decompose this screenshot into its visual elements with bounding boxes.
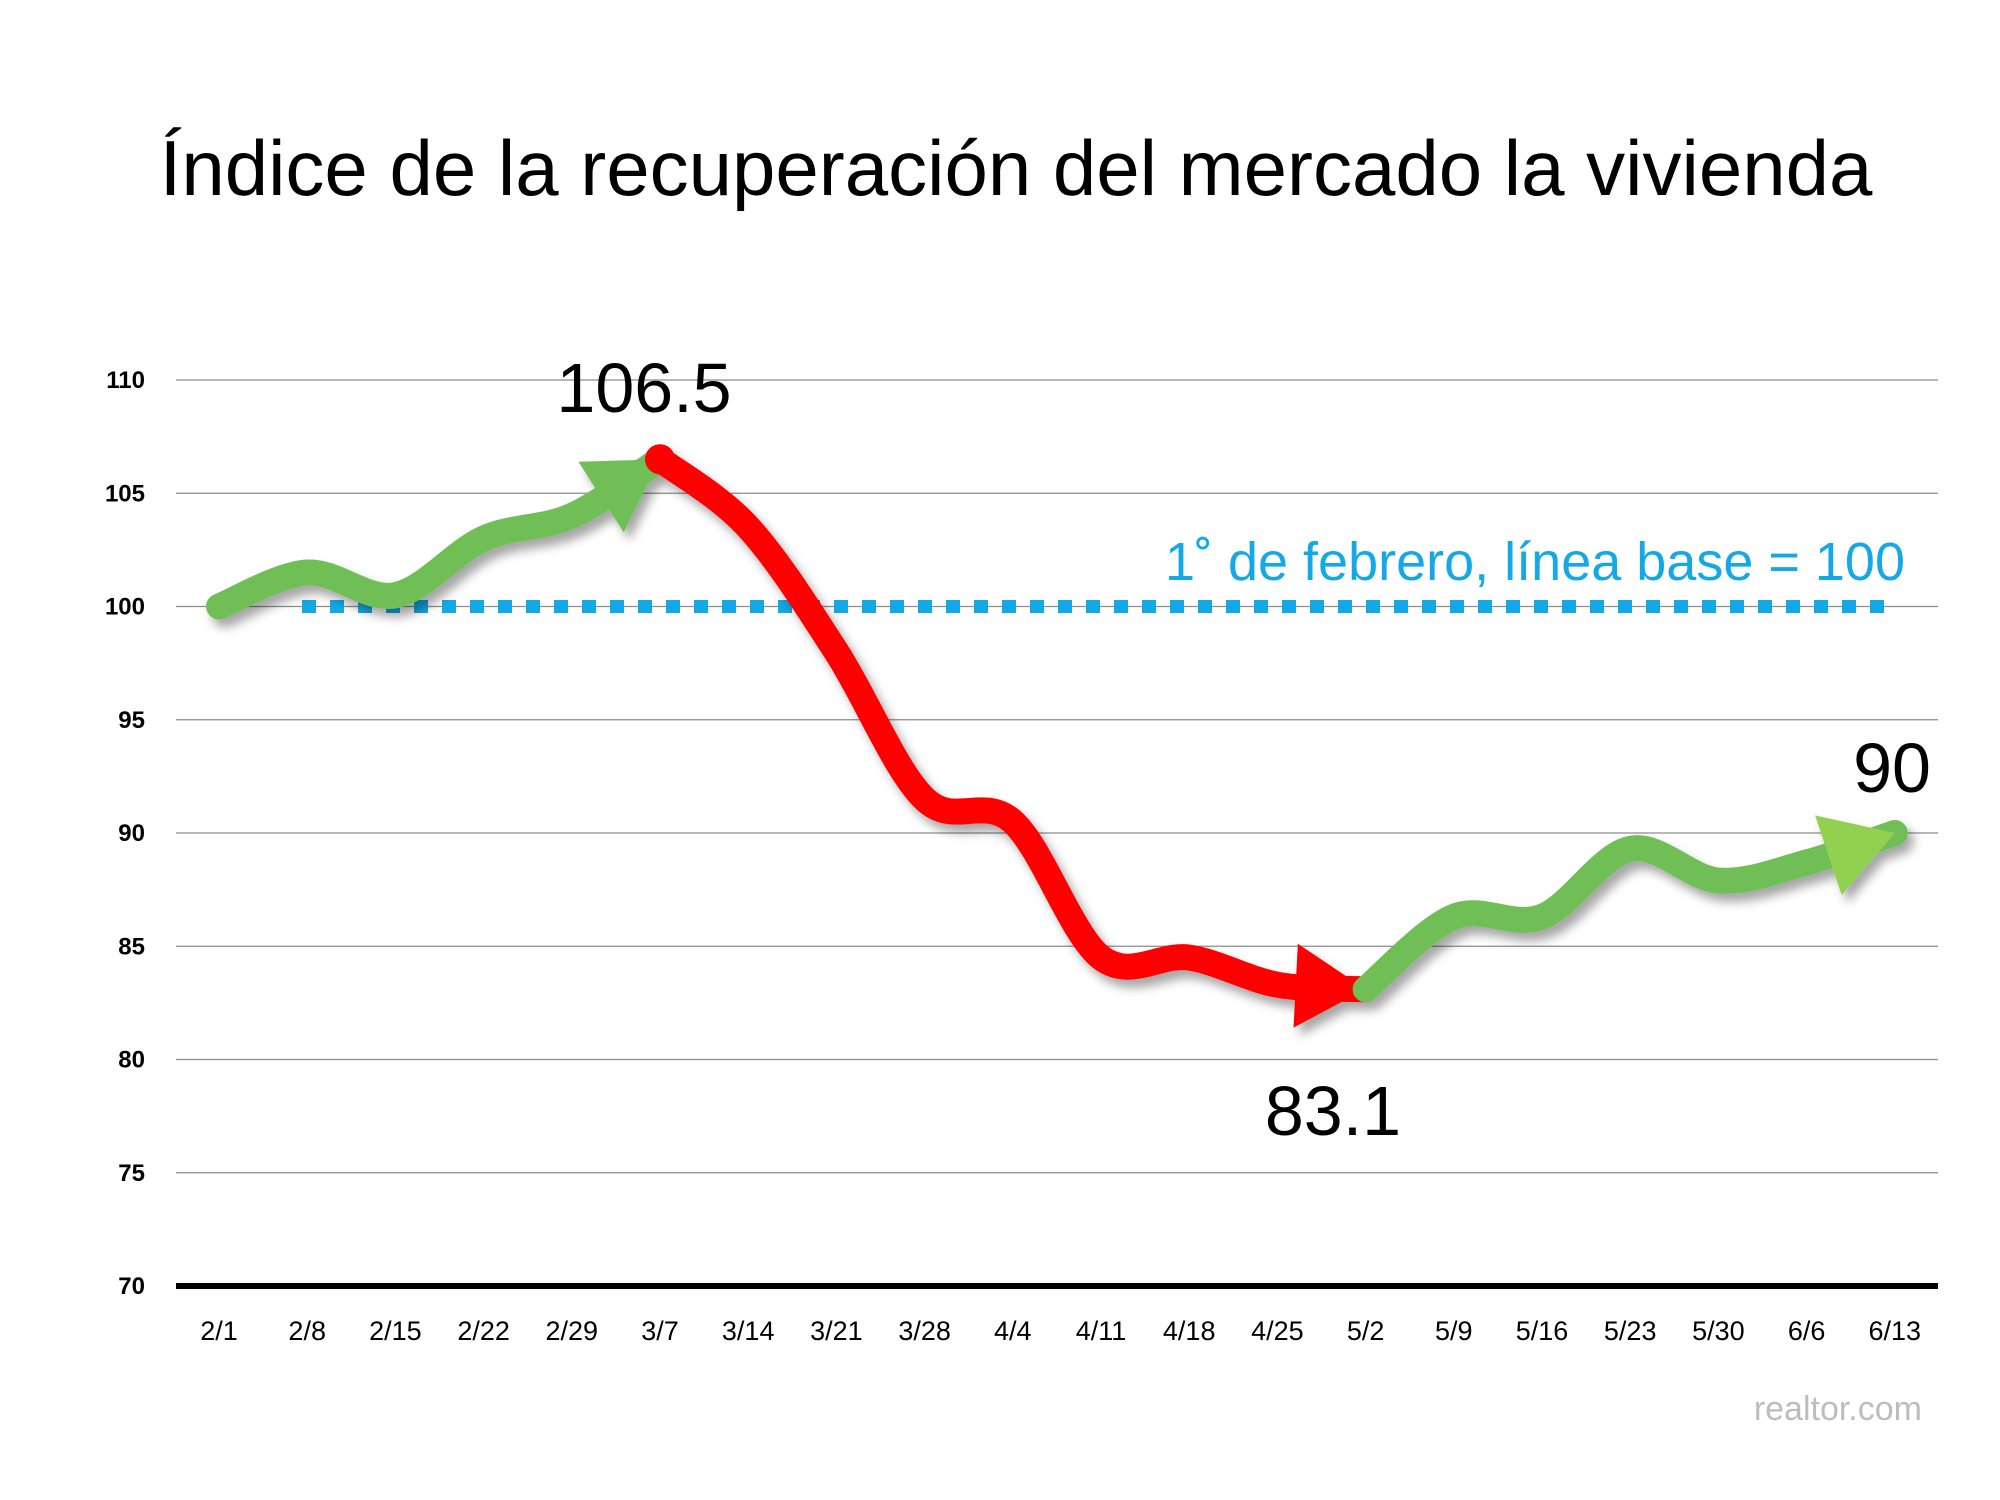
y-tick-label: 85 [118, 933, 145, 960]
x-tick-label: 2/8 [288, 1316, 326, 1346]
x-tick-label: 2/15 [369, 1316, 422, 1346]
y-tick-label: 90 [118, 820, 145, 847]
annotation-label: 83.1 [1265, 1072, 1401, 1150]
x-tick-label: 3/7 [641, 1316, 679, 1346]
x-tick-label: 4/4 [994, 1316, 1032, 1346]
chart-title: Índice de la recuperación del mercado la… [160, 124, 1873, 212]
y-tick-label: 110 [106, 367, 145, 394]
y-tick-label: 100 [105, 594, 145, 621]
x-tick-label: 5/30 [1692, 1316, 1745, 1346]
x-tick-label: 6/6 [1788, 1316, 1826, 1346]
x-tick-label: 5/2 [1347, 1316, 1385, 1346]
y-tick-label: 75 [118, 1160, 145, 1187]
x-tick-label: 2/22 [457, 1316, 510, 1346]
x-tick-label: 4/18 [1163, 1316, 1216, 1346]
x-tick-label: 3/14 [722, 1316, 775, 1346]
arrowhead-icon [578, 459, 660, 533]
arrowhead-icon [1293, 943, 1366, 1028]
baseline-label: 1˚ de febrero, línea base = 100 [1165, 532, 1905, 592]
y-tick-label: 80 [118, 1047, 145, 1074]
series-segment-3 [1352, 820, 1908, 1003]
y-tick-label: 105 [105, 480, 145, 507]
x-tick-label: 4/11 [1076, 1316, 1127, 1346]
annotation-label: 106.5 [556, 349, 731, 427]
arrowhead-icon [1815, 815, 1895, 896]
x-tick-label: 3/21 [810, 1316, 863, 1346]
x-tick-label: 2/29 [546, 1316, 599, 1346]
source-label: realtor.com [1754, 1390, 1922, 1428]
x-tick-label: 2/1 [200, 1316, 238, 1346]
series-segment-2 [647, 446, 1379, 1003]
y-tick-label: 70 [118, 1273, 145, 1300]
x-tick-label: 3/28 [898, 1316, 951, 1346]
x-tick-label: 5/23 [1604, 1316, 1657, 1346]
x-tick-label: 6/13 [1869, 1316, 1922, 1346]
peak-marker [645, 444, 675, 475]
series-segment-1 [206, 446, 673, 620]
y-tick-label: 95 [118, 707, 145, 734]
x-tick-label: 5/9 [1435, 1316, 1473, 1346]
x-tick-label: 5/16 [1516, 1316, 1569, 1346]
x-tick-label: 4/25 [1251, 1316, 1304, 1346]
annotation-label: 90 [1853, 729, 1931, 807]
